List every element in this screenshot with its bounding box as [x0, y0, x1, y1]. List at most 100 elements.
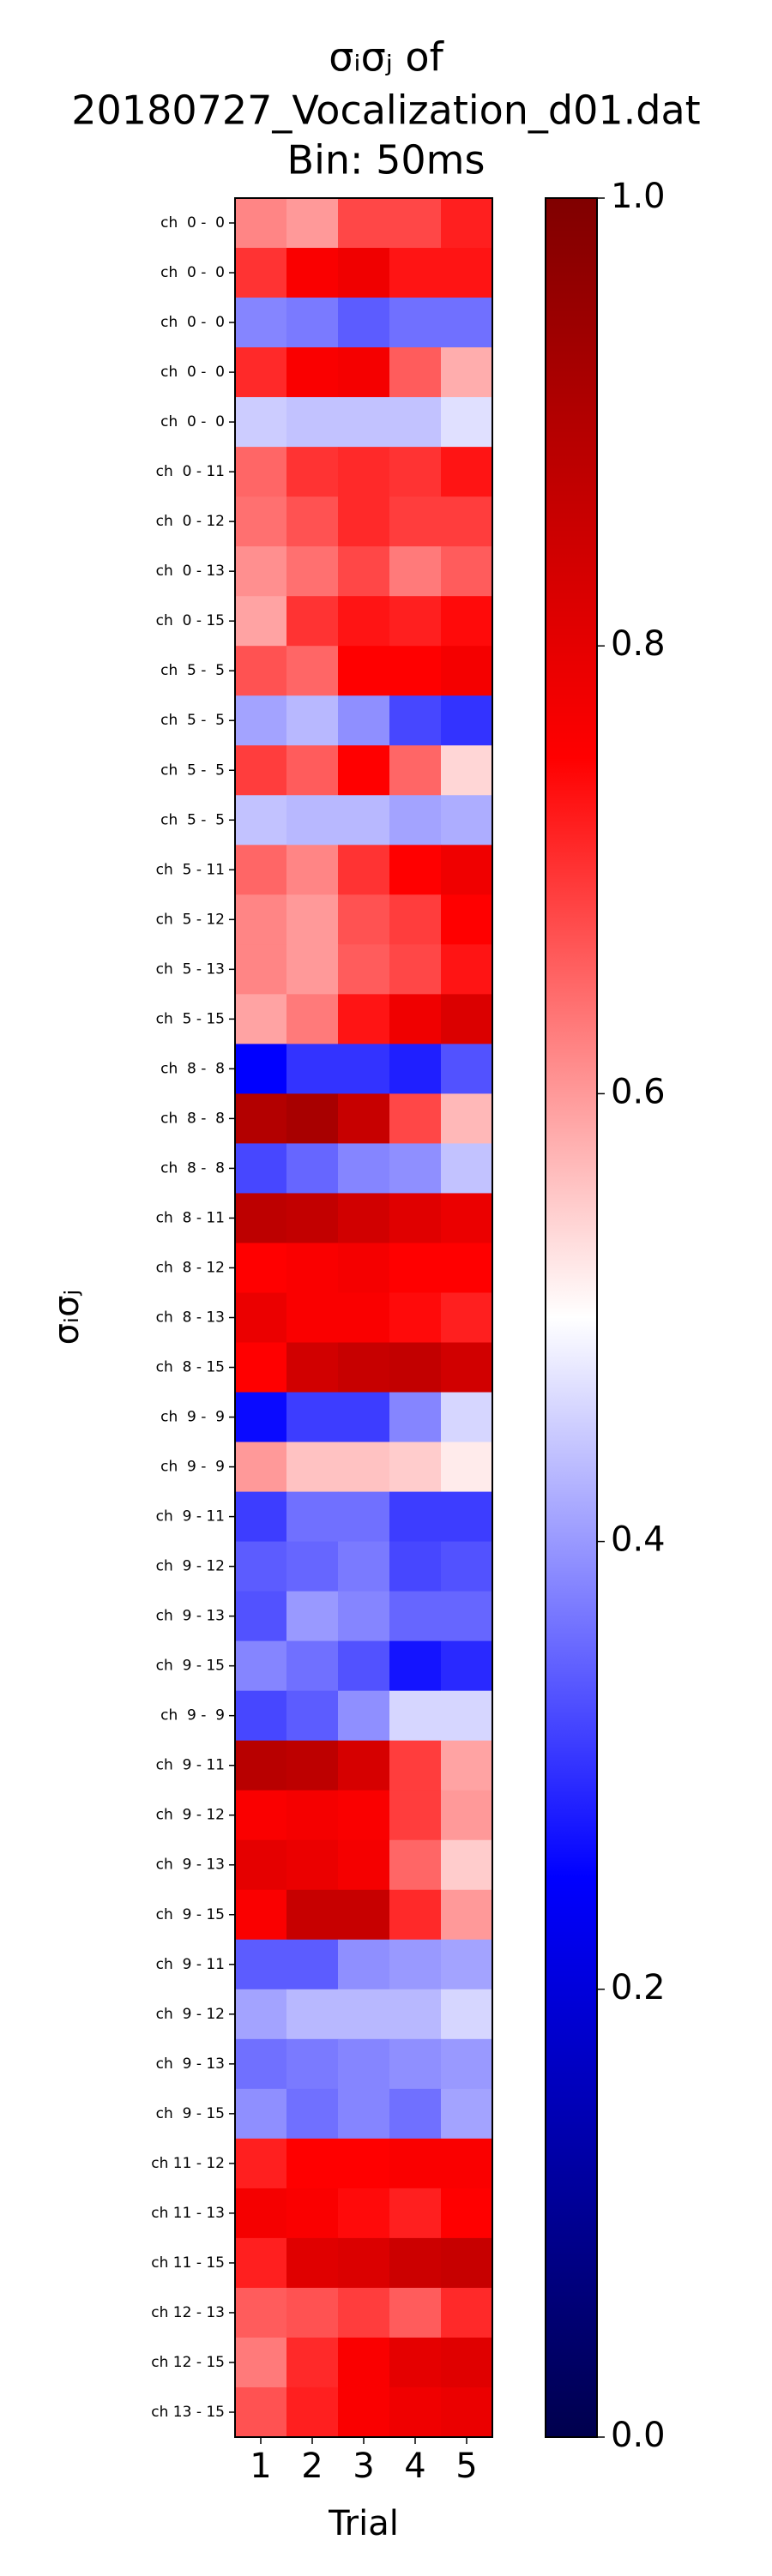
heatmap-cell: [235, 2138, 287, 2189]
heatmap-cell: [389, 248, 442, 298]
heatmap-cell: [338, 2337, 390, 2388]
heatmap-cell: [389, 1939, 442, 1990]
heatmap-cell: [389, 1292, 442, 1344]
heatmap-cell: [441, 1889, 493, 1941]
heatmap-cell: [389, 298, 442, 348]
heatmap-cell: [389, 497, 442, 547]
heatmap-cell: [235, 1839, 287, 1891]
x-tick-label: 3: [353, 2447, 374, 2486]
heatmap-cell: [389, 596, 442, 647]
y-axis-label: σᵢσⱼ: [47, 1290, 87, 1345]
heatmap-cell: [235, 944, 287, 995]
heatmap-cell: [286, 2287, 339, 2338]
heatmap-cell: [286, 894, 339, 945]
heatmap-cell: [286, 1740, 339, 1791]
heatmap-cell: [338, 2038, 390, 2090]
y-tick-label: ch 8 - 8: [160, 1060, 225, 1077]
heatmap-cell: [389, 1640, 442, 1692]
heatmap-cell: [441, 1193, 493, 1243]
heatmap-cell: [389, 1093, 442, 1144]
heatmap-cell: [338, 695, 390, 746]
heatmap-cell: [389, 447, 442, 497]
heatmap-cell: [235, 546, 287, 597]
heatmap-cell: [286, 1342, 339, 1393]
heatmap-cell: [441, 1939, 493, 1990]
y-tick-label: ch 9 - 12: [156, 2006, 225, 2023]
heatmap-cell: [441, 1392, 493, 1443]
heatmap-cell: [235, 1889, 287, 1941]
heatmap-cell: [235, 2237, 287, 2289]
y-tick-label: ch 9 - 9: [160, 1707, 225, 1724]
heatmap-cell: [441, 2038, 493, 2090]
heatmap-cell: [235, 1292, 287, 1344]
heatmap-cell: [338, 1889, 390, 1941]
heatmap-cell: [286, 248, 339, 298]
heatmap-cell: [441, 1491, 493, 1543]
heatmap-cell: [441, 1243, 493, 1293]
heatmap-cell: [286, 795, 339, 846]
heatmap-cell: [441, 994, 493, 1044]
heatmap-cell: [338, 1193, 390, 1243]
heatmap-cell: [389, 2386, 442, 2438]
heatmap-cell: [389, 1392, 442, 1443]
heatmap-cell: [441, 894, 493, 945]
y-tick-label: ch 5 - 12: [156, 911, 225, 928]
heatmap-cell: [441, 1989, 493, 2040]
heatmap-cell: [441, 447, 493, 497]
heatmap-cell: [286, 1292, 339, 1344]
y-tick-label: ch 5 - 5: [160, 761, 225, 779]
heatmap-cell: [338, 2088, 390, 2140]
heatmap-cell: [389, 1740, 442, 1791]
y-tick-label: ch 5 - 15: [156, 1010, 225, 1027]
y-tick-label: ch 0 - 13: [156, 563, 225, 580]
heatmap-cell: [441, 646, 493, 696]
heatmap-cell: [389, 1342, 442, 1393]
heatmap-cell: [235, 497, 287, 547]
heatmap-cell: [286, 745, 339, 796]
heatmap-cell: [441, 2237, 493, 2289]
y-tick-label: ch 8 - 12: [156, 1259, 225, 1276]
heatmap-cell: [389, 1989, 442, 2040]
heatmap-cell: [286, 695, 339, 746]
heatmap-cell: [441, 2337, 493, 2388]
y-tick-label: ch 0 - 15: [156, 612, 225, 629]
heatmap-cell: [286, 596, 339, 647]
heatmap-cell: [338, 1491, 390, 1543]
heatmap-cell: [441, 198, 493, 249]
heatmap-cell: [441, 1044, 493, 1094]
heatmap-cell: [235, 1143, 287, 1194]
heatmap-cell: [338, 298, 390, 348]
heatmap-cell: [286, 944, 339, 995]
heatmap-cell: [338, 894, 390, 945]
heatmap-cell: [441, 298, 493, 348]
heatmap-cell: [338, 1441, 390, 1493]
y-tick-label: ch 12 - 13: [151, 2304, 225, 2321]
heatmap-cell: [338, 1640, 390, 1692]
x-tick-label: 4: [404, 2447, 425, 2486]
heatmap-cell: [441, 1342, 493, 1393]
y-tick-label: ch 12 - 15: [151, 2354, 225, 2371]
heatmap-cell: [286, 2386, 339, 2438]
heatmap-cell: [286, 1143, 339, 1194]
heatmap-cell: [286, 1541, 339, 1592]
heatmap-cell: [389, 347, 442, 398]
heatmap-cell: [286, 546, 339, 597]
heatmap-cell: [441, 795, 493, 846]
heatmap-cell: [338, 646, 390, 696]
heatmap-cell: [235, 1541, 287, 1592]
heatmap-cell: [389, 1591, 442, 1642]
heatmap-cell: [441, 1640, 493, 1692]
heatmap-cell: [235, 298, 287, 348]
heatmap-cell: [286, 646, 339, 696]
heatmap-cell: [441, 2088, 493, 2140]
y-tick-label: ch 9 - 13: [156, 2055, 225, 2073]
heatmap-cell: [235, 397, 287, 448]
heatmap-cell: [338, 1690, 390, 1742]
heatmap-cell: [235, 1640, 287, 1692]
y-tick-label: ch 8 - 8: [160, 1159, 225, 1177]
heatmap-cell: [235, 646, 287, 696]
y-tick-label: ch 9 - 11: [156, 1956, 225, 1973]
colorbar-tick-label: 1.0: [611, 177, 666, 216]
heatmap-cell: [286, 2138, 339, 2189]
